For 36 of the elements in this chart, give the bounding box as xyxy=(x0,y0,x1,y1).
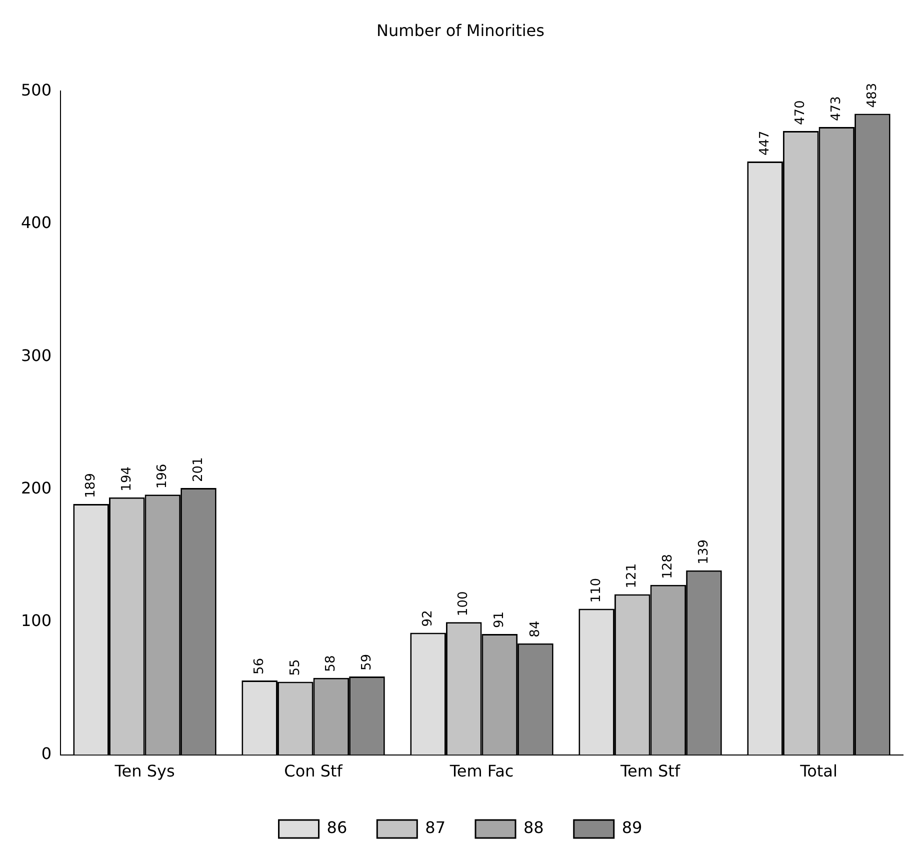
data-label: 100 xyxy=(456,591,472,616)
x-tick-label: Total xyxy=(799,762,838,781)
data-label: 447 xyxy=(757,130,772,156)
data-label: 470 xyxy=(793,100,808,126)
data-label: 121 xyxy=(624,563,640,588)
data-label: 110 xyxy=(588,578,604,603)
legend-label: 88 xyxy=(524,818,544,838)
y-tick-label: 500 xyxy=(20,80,52,100)
data-label: 194 xyxy=(119,466,134,492)
data-label: 58 xyxy=(324,655,339,672)
y-tick-label: 0 xyxy=(41,744,52,763)
data-label: 59 xyxy=(359,654,374,670)
data-label: 189 xyxy=(83,473,98,498)
chart-title: Number of Minorities xyxy=(376,20,544,40)
x-tick-label: Tem Stf xyxy=(619,762,680,781)
data-label: 473 xyxy=(829,96,844,122)
y-tick-label: 300 xyxy=(20,346,52,365)
y-tick-label: 100 xyxy=(20,611,52,630)
legend-label: 87 xyxy=(425,818,446,838)
legend-label: 86 xyxy=(326,818,348,838)
x-tick-label: Tem Fac xyxy=(448,762,514,781)
data-label: 483 xyxy=(864,82,880,108)
data-label: 84 xyxy=(528,620,543,638)
x-tick-label: Con Stf xyxy=(284,762,343,781)
data-label: 128 xyxy=(660,554,676,579)
data-label: 92 xyxy=(420,610,436,627)
data-label: 196 xyxy=(155,464,170,489)
y-tick-label: 200 xyxy=(20,478,52,498)
data-label: 91 xyxy=(492,611,508,628)
data-label: 201 xyxy=(190,457,206,482)
legend-label: 89 xyxy=(622,818,642,838)
y-tick-label: 400 xyxy=(20,213,52,232)
data-label: 56 xyxy=(252,658,267,674)
data-label: 55 xyxy=(288,659,303,676)
x-tick-label: Ten Sys xyxy=(114,762,175,781)
data-label: 139 xyxy=(696,539,712,564)
